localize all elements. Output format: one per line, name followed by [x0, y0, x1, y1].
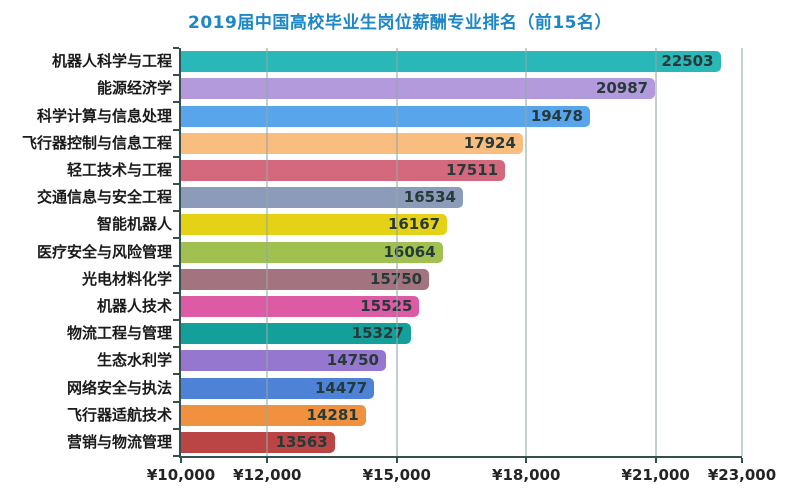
bar-value-label: 14281 [306, 405, 359, 424]
bar-row: 轻工技术与工程 17511 [0, 157, 742, 184]
bar-value-label: 13563 [275, 432, 328, 451]
bar-value-label: 15750 [369, 269, 423, 288]
bar-row: 飞行器控制与信息工程 17924 [0, 130, 742, 157]
bar: 17511 [181, 159, 506, 181]
bar-row: 光电材料化学 15750 [0, 266, 742, 293]
bar: 20987 [181, 78, 656, 100]
bar-row: 生态水利学 14750 [0, 347, 742, 374]
bar: 15327 [181, 323, 411, 345]
x-axis-tick [395, 458, 398, 463]
bar-row: 机器人科学与工程 22503 [0, 48, 742, 75]
bar-track: 17511 [181, 157, 742, 184]
bar-track: 17924 [181, 130, 742, 157]
chart-title: 2019届中国高校毕业生岗位薪酬专业排名（前15名） [188, 13, 612, 33]
x-axis-tick [525, 458, 528, 463]
bar-track: 16534 [181, 184, 742, 211]
bar: 22503 [181, 51, 721, 73]
x-tick-label: ¥10,000 [146, 466, 216, 484]
bar: 14281 [181, 404, 366, 426]
bar-row: 飞行器适航技术 14281 [0, 402, 742, 429]
category-label: 物流工程与管理 [66, 324, 172, 343]
bar-row: 网络安全与执法 14477 [0, 374, 742, 401]
x-axis-tick [741, 458, 743, 463]
bar: 15750 [181, 268, 430, 290]
bar-value-label: 14477 [315, 378, 368, 397]
bar: 15525 [181, 295, 420, 317]
bar-track: 14281 [181, 402, 742, 429]
category-label: 轻工技术与工程 [66, 160, 172, 179]
bar-row: 科学计算与信息处理 19478 [0, 102, 742, 129]
category-label: 医疗安全与风险管理 [36, 242, 172, 261]
bar-value-label: 17511 [445, 160, 499, 179]
category-label: 能源经济学 [96, 79, 172, 98]
category-label: 飞行器适航技术 [66, 405, 172, 424]
category-label: 飞行器控制与信息工程 [21, 133, 172, 152]
bar-track: 14750 [181, 347, 742, 374]
bar-row: 智能机器人 16167 [0, 211, 742, 238]
bar-row: 能源经济学 20987 [0, 75, 742, 102]
category-label: 生态水利学 [96, 351, 172, 370]
bar-value-label: 16064 [383, 242, 436, 261]
bar-track: 15525 [181, 293, 742, 320]
category-label: 机器人技术 [96, 296, 172, 315]
bar-rows: 机器人科学与工程 22503 能源经济学 20987 科学计算与信息处理 19478 飞行器… [0, 48, 742, 456]
bar-row: 医疗安全与风险管理 16064 [0, 238, 742, 265]
bar: 14477 [181, 377, 375, 399]
bar-value-label: 15327 [351, 324, 404, 343]
bar: 16534 [181, 187, 463, 209]
category-label: 机器人科学与工程 [51, 52, 172, 71]
bar-row: 物流工程与管理 15327 [0, 320, 742, 347]
bar-value-label: 22503 [661, 52, 714, 71]
bar-value-label: 19478 [530, 106, 583, 125]
x-axis-tick [266, 458, 269, 463]
bar-row: 营销与物流管理 13563 [0, 429, 742, 456]
bar-track: 13563 [181, 429, 742, 456]
bar: 13563 [181, 431, 335, 453]
bar-track: 15327 [181, 320, 742, 347]
bar: 16064 [181, 241, 443, 263]
bar-track: 15750 [181, 266, 742, 293]
bar: 19478 [181, 105, 590, 127]
bar-track: 16167 [181, 211, 742, 238]
bar-track: 19478 [181, 102, 742, 129]
x-tick-label: ¥12,000 [233, 466, 302, 484]
bar-row: 交通信息与安全工程 16534 [0, 184, 742, 211]
bar-value-label: 17924 [463, 133, 516, 152]
x-axis-tick [654, 458, 657, 463]
bar-track: 14477 [181, 374, 742, 401]
x-tick-label: ¥18,000 [492, 466, 561, 484]
bar-value-label: 14750 [326, 351, 379, 370]
bar: 17924 [181, 132, 523, 154]
category-label: 科学计算与信息处理 [36, 106, 172, 125]
category-label: 光电材料化学 [81, 269, 172, 288]
category-label: 网络安全与执法 [66, 378, 172, 397]
bar-value-label: 16167 [387, 215, 441, 234]
x-axis-tick [180, 458, 182, 463]
bar-row: 机器人技术 15525 [0, 293, 742, 320]
x-tick-label: ¥23,000 [707, 466, 777, 484]
x-axis-line [179, 456, 742, 458]
x-tick-label: ¥21,000 [621, 466, 690, 484]
bar-value-label: 15525 [360, 296, 413, 315]
bar-track: 16064 [181, 238, 742, 265]
category-label: 智能机器人 [96, 215, 172, 234]
bar-track: 22503 [181, 48, 742, 75]
bar-value-label: 16534 [403, 188, 456, 207]
bar-value-label: 20987 [595, 79, 649, 98]
category-label: 营销与物流管理 [66, 432, 172, 451]
bar: 16167 [181, 214, 448, 236]
bar: 14750 [181, 350, 386, 372]
category-label: 交通信息与安全工程 [36, 188, 172, 207]
bar-track: 20987 [181, 75, 742, 102]
x-tick-label: ¥15,000 [362, 466, 431, 484]
